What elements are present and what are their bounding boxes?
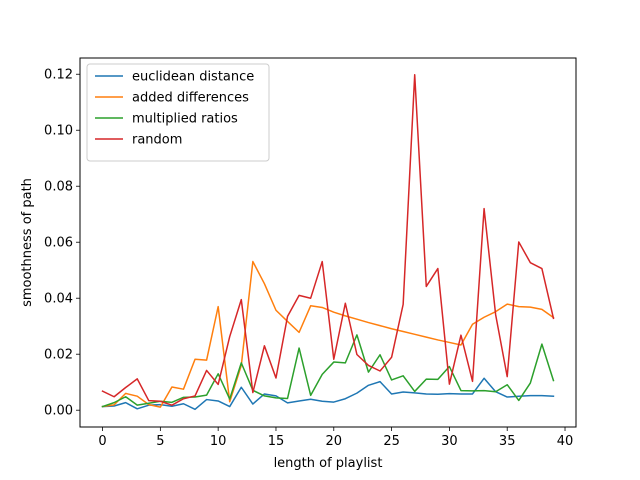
legend-label-2: added differences bbox=[132, 91, 249, 106]
legend-label-1: euclidean distance bbox=[132, 70, 254, 85]
x-tick-label: 0 bbox=[98, 434, 106, 449]
y-tick-label: 0.08 bbox=[44, 180, 73, 195]
legend-label-4: random bbox=[132, 133, 182, 148]
y-tick-label: 0.00 bbox=[44, 404, 73, 419]
x-tick-label: 35 bbox=[499, 434, 516, 449]
x-tick-label: 10 bbox=[210, 434, 227, 449]
x-tick-label: 40 bbox=[557, 434, 574, 449]
legend: euclidean distance added differences multi… bbox=[87, 64, 269, 161]
x-tick-label: 15 bbox=[268, 434, 285, 449]
y-tick-label: 0.06 bbox=[44, 236, 73, 251]
x-tick-label: 20 bbox=[326, 434, 343, 449]
y-tick-label: 0.02 bbox=[44, 348, 73, 363]
y-tick-label: 0.12 bbox=[44, 68, 73, 83]
x-tick-label: 30 bbox=[441, 434, 458, 449]
x-tick-label: 5 bbox=[156, 434, 164, 449]
legend-label-3: multiplied ratios bbox=[132, 112, 238, 127]
y-tick-label: 0.10 bbox=[44, 124, 73, 139]
x-tick-label: 25 bbox=[383, 434, 400, 449]
x-axis-label: length of playlist bbox=[274, 456, 383, 471]
y-tick-label: 0.04 bbox=[44, 292, 73, 307]
y-axis-label: smoothness of path bbox=[20, 178, 35, 307]
